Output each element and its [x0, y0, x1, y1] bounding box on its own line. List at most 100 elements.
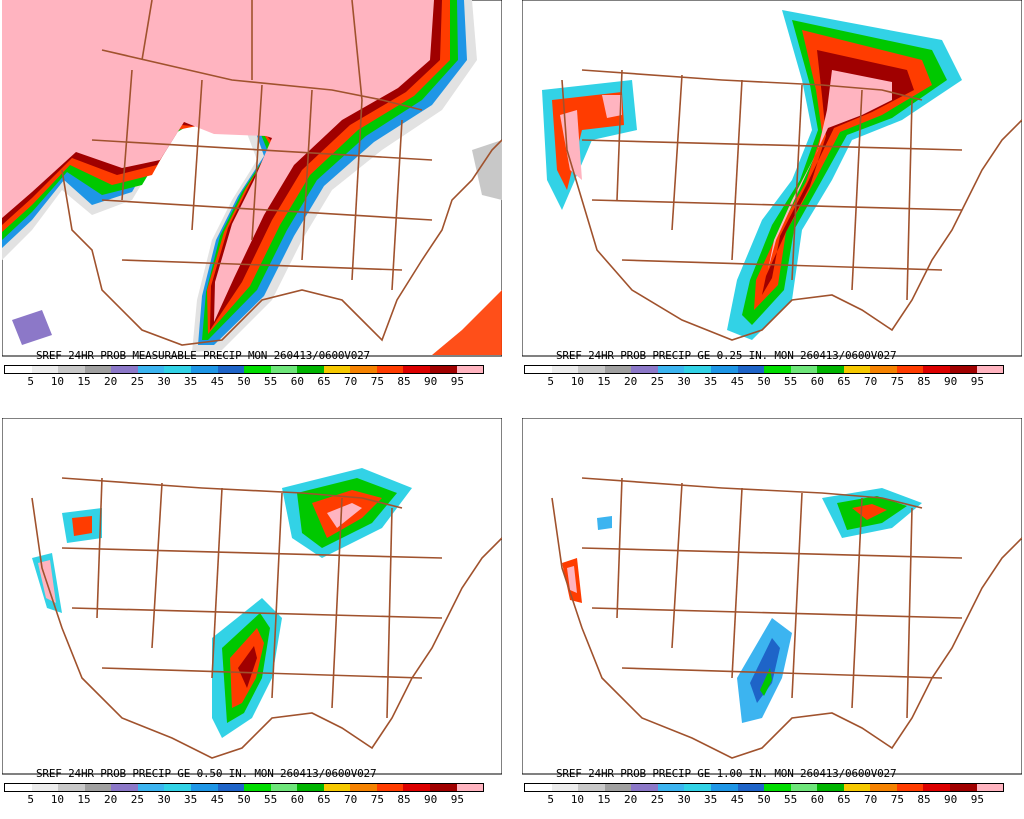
- legend-swatch: [976, 784, 1004, 791]
- state-boundaries: [61, 0, 502, 346]
- legend-tick-label: 25: [650, 793, 664, 806]
- legend-swatch: [950, 366, 977, 373]
- legend-swatch: [5, 366, 32, 373]
- legend-swatch: [657, 366, 685, 373]
- legend-tick-label: 25: [130, 793, 144, 806]
- legend-swatch: [58, 366, 85, 373]
- legend-tick-label: 75: [370, 793, 384, 806]
- legend-swatch: [84, 366, 112, 373]
- map-title: SREF 24HR-PROB PRECIP GE 0.25 IN. MON 26…: [556, 349, 897, 362]
- legend-swatch: [31, 366, 59, 373]
- legend-swatch: [217, 366, 245, 373]
- legend-swatch: [684, 366, 711, 373]
- legend-swatch: [764, 784, 791, 791]
- color-legend-bar: [524, 783, 1004, 792]
- legend-tick-label: 45: [210, 793, 224, 806]
- legend-tick-label: 30: [157, 793, 171, 806]
- legend-swatch: [976, 366, 1004, 373]
- legend-swatch: [843, 784, 871, 791]
- legend-swatch: [430, 366, 457, 373]
- legend-tick-label: 45: [730, 375, 744, 388]
- legend-tick-label: 55: [264, 375, 278, 388]
- legend-tick-label: 35: [184, 793, 198, 806]
- legend-tick-label: 5: [27, 793, 34, 806]
- legend-swatch: [217, 784, 245, 791]
- legend-swatch: [684, 784, 711, 791]
- legend-tick-label: 60: [290, 375, 304, 388]
- legend-swatch: [578, 784, 605, 791]
- legend-tick-label: 95: [450, 375, 464, 388]
- color-legend-bar: [4, 365, 484, 374]
- legend-tick-label: 60: [290, 793, 304, 806]
- precip-map-4: [522, 418, 1022, 775]
- legend-tick-label: 60: [810, 793, 824, 806]
- legend-swatch: [350, 784, 377, 791]
- legend-swatch: [896, 366, 924, 373]
- legend-swatch: [456, 366, 484, 373]
- legend-swatch: [790, 366, 818, 373]
- legend-tick-label: 15: [597, 793, 611, 806]
- legend-swatch: [403, 784, 430, 791]
- legend-swatch: [270, 784, 298, 791]
- legend-swatch: [323, 366, 351, 373]
- legend-tick-label: 45: [210, 375, 224, 388]
- legend-swatch: [525, 366, 552, 373]
- legend-swatch: [137, 784, 165, 791]
- state-boundaries: [561, 69, 1022, 341]
- legend-swatch: [604, 366, 632, 373]
- legend-tick-label: 35: [704, 375, 718, 388]
- legend-tick-label: 70: [344, 793, 358, 806]
- legend-tick-label: 50: [237, 375, 251, 388]
- legend-tick-label: 5: [547, 375, 554, 388]
- legend-swatch: [923, 366, 950, 373]
- legend-swatch: [244, 366, 271, 373]
- legend-swatch: [551, 784, 579, 791]
- legend-swatch: [137, 366, 165, 373]
- legend-swatch: [270, 366, 298, 373]
- color-legend-bar: [524, 365, 1004, 374]
- legend-tick-label: 90: [944, 793, 958, 806]
- legend-tick-label: 95: [450, 793, 464, 806]
- state-boundaries: [551, 477, 1022, 759]
- legend-tick-label: 50: [237, 793, 251, 806]
- legend-swatch: [817, 366, 844, 373]
- legend-tick-label: 10: [570, 375, 584, 388]
- legend-tick-label: 30: [157, 375, 171, 388]
- panel-precip-ge-025: SREF 24HR-PROB PRECIP GE 0.25 IN. MON 26…: [522, 0, 1022, 400]
- legend-tick-label: 20: [624, 793, 638, 806]
- precip-map-2: [522, 0, 1022, 357]
- legend-tick-label: 55: [784, 793, 798, 806]
- precip-map-3: [2, 418, 502, 775]
- legend-swatch: [631, 784, 658, 791]
- legend-swatch: [870, 366, 897, 373]
- precip-shading: [2, 0, 502, 355]
- legend-tick-label: 95: [970, 375, 984, 388]
- legend-swatch: [604, 784, 632, 791]
- legend-swatch: [111, 366, 138, 373]
- map-title: SREF 24HR-PROB MEASURABLE PRECIP MON 260…: [36, 349, 370, 362]
- legend-swatch: [58, 784, 85, 791]
- legend-tick-label: 60: [810, 375, 824, 388]
- legend-swatch: [244, 784, 271, 791]
- legend-tick-label: 65: [837, 375, 851, 388]
- legend-tick-label: 85: [397, 793, 411, 806]
- legend-swatch: [164, 784, 191, 791]
- legend-tick-label: 10: [50, 793, 64, 806]
- legend-tick-label: 25: [650, 375, 664, 388]
- legend-tick-label: 90: [424, 793, 438, 806]
- legend-tick-label: 15: [77, 793, 91, 806]
- legend-tick-label: 10: [50, 375, 64, 388]
- legend-swatch: [764, 366, 791, 373]
- legend-tick-labels: 5 10 15 20 25 30 35 45 50 55 60 65 70 75 85 90 95: [524, 793, 1004, 807]
- legend-tick-label: 90: [424, 375, 438, 388]
- legend-tick-labels: 5 10 15 20 25 30 35 45 50 55 60 65 70 75 85 90 95: [4, 793, 484, 807]
- legend-swatch: [525, 784, 552, 791]
- legend-tick-label: 75: [370, 375, 384, 388]
- legend-swatch: [456, 784, 484, 791]
- legend-swatch: [578, 366, 605, 373]
- legend-swatch: [817, 784, 844, 791]
- legend-tick-label: 30: [677, 375, 691, 388]
- legend-tick-label: 55: [784, 375, 798, 388]
- color-legend-bar: [4, 783, 484, 792]
- legend-tick-label: 85: [917, 375, 931, 388]
